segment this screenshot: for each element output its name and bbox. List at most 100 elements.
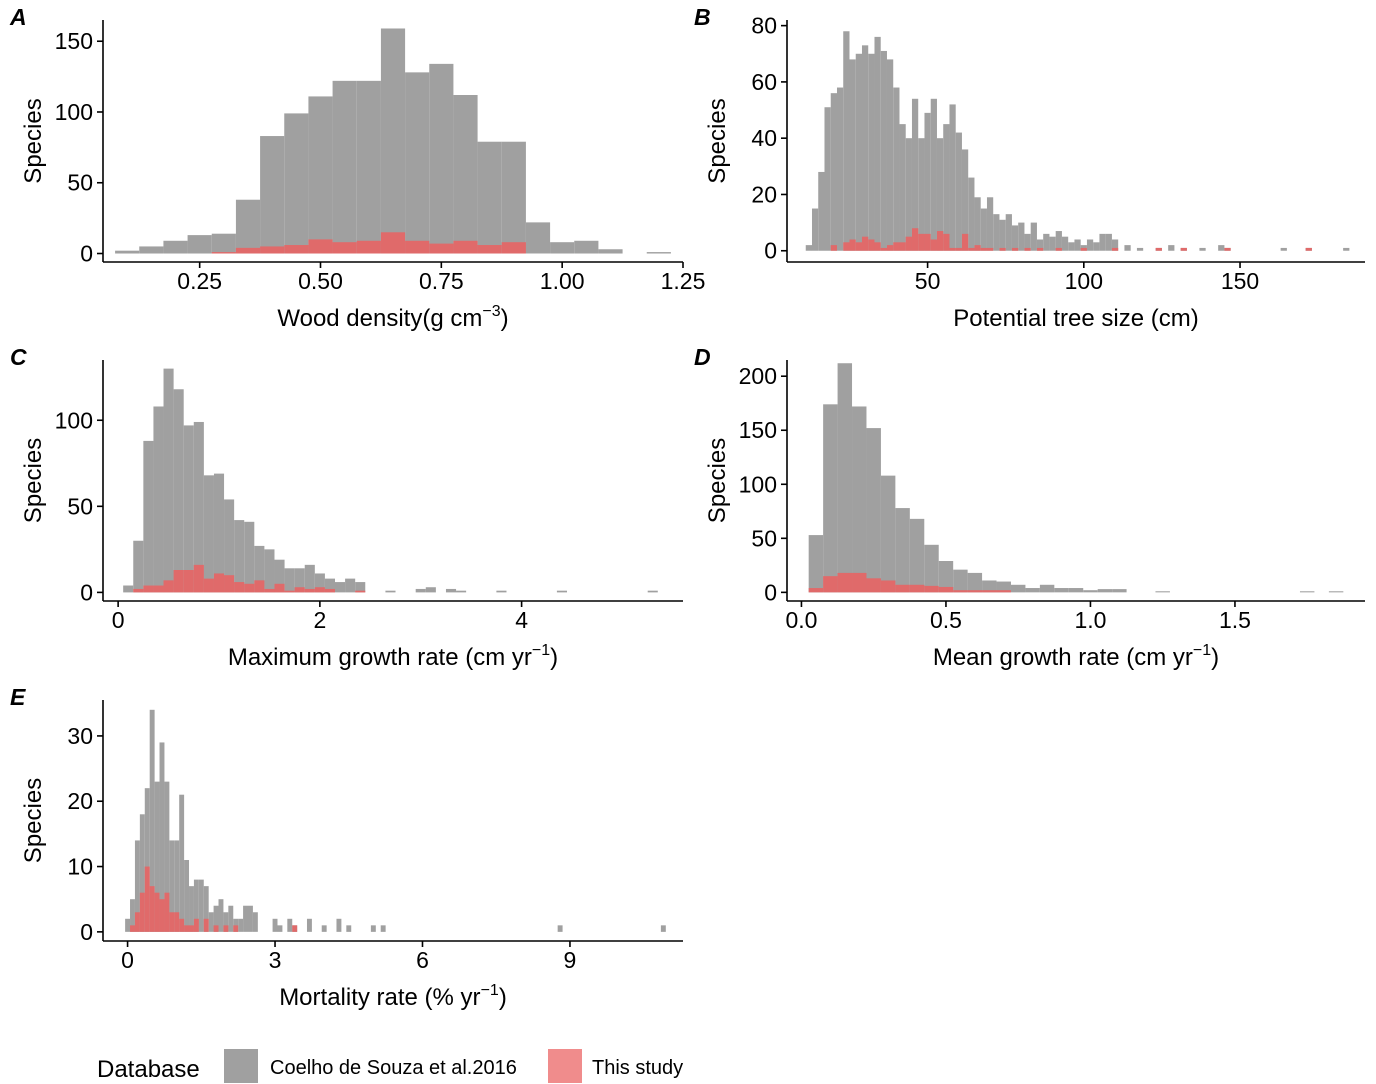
- reference-bar: [370, 925, 376, 932]
- study-bar: [223, 925, 229, 932]
- x-tick-label: 1.00: [540, 268, 585, 294]
- x-axis-title: Mortality rate (% yr−1): [279, 982, 507, 1011]
- study-bar: [843, 242, 850, 251]
- reference-bar: [996, 581, 1011, 593]
- study-bar: [996, 590, 1011, 593]
- study-bar: [1024, 247, 1031, 251]
- reference-bar: [1218, 245, 1225, 251]
- reference-bar: [174, 840, 180, 932]
- reference-bar: [1343, 247, 1350, 251]
- reference-bar: [198, 879, 204, 932]
- study-bar: [332, 242, 357, 254]
- y-tick-label: 0: [80, 919, 93, 945]
- reference-bar: [208, 912, 214, 932]
- y-tick-label: 40: [751, 125, 777, 151]
- study-bar: [380, 232, 406, 254]
- reference-bar: [235, 199, 261, 254]
- reference-bar: [346, 925, 352, 932]
- reference-bar: [218, 899, 224, 932]
- study-bar: [429, 243, 454, 254]
- x-tick-label: 0: [121, 947, 134, 973]
- reference-bar: [647, 590, 658, 593]
- legend-title: Database: [97, 1056, 200, 1083]
- reference-bar: [193, 879, 199, 932]
- x-axis-title: Maximum growth rate (cm yr−1): [228, 642, 558, 671]
- reference-bar: [836, 87, 844, 251]
- study-bar: [254, 580, 265, 593]
- study-bar: [911, 228, 919, 251]
- reference-bar: [179, 794, 185, 932]
- reference-bar: [1155, 591, 1170, 593]
- study-bar: [893, 242, 900, 251]
- reference-bar: [1199, 247, 1206, 251]
- reference-bar: [1093, 242, 1100, 251]
- reference-bar: [1030, 222, 1037, 251]
- reference-bar: [1105, 233, 1112, 251]
- reference-bar: [224, 499, 235, 593]
- reference-bar: [385, 590, 396, 593]
- panel-letter: C: [10, 344, 27, 370]
- panel-d: 0 50 100 150 200 0.0 0.5 1.0 1.5 Species Mean grow…: [694, 344, 1365, 671]
- y-axis-title: Species: [704, 98, 731, 183]
- study-bar: [968, 247, 975, 251]
- reference-bar: [149, 709, 155, 932]
- reference-bar: [336, 918, 342, 932]
- reference-bar: [272, 918, 278, 932]
- reference-bar: [223, 912, 229, 932]
- study-bar: [961, 233, 969, 251]
- study-bar: [143, 585, 154, 593]
- reference-bar: [936, 138, 944, 251]
- reference-bar: [355, 582, 366, 593]
- reference-bar: [1074, 239, 1081, 251]
- reference-bar: [1068, 588, 1084, 593]
- reference-bar: [811, 208, 819, 251]
- reference-bar: [335, 582, 346, 593]
- reference-bar: [134, 840, 140, 932]
- y-tick-label: 0: [80, 241, 93, 267]
- y-tick-label: 100: [55, 407, 93, 433]
- panel-a: 0 50 100 150 0.25 0.50 0.75 1.00 1.25 Species Wood…: [9, 4, 705, 332]
- reference-bar: [830, 93, 837, 251]
- x-axis-title: Wood density(g cm−3): [277, 303, 508, 332]
- study-bar: [233, 925, 239, 932]
- y-tick-label: 100: [55, 99, 93, 125]
- study-bar: [918, 233, 925, 251]
- reference-bar: [918, 138, 925, 251]
- reference-bar: [260, 136, 285, 254]
- study-bar: [213, 573, 225, 593]
- reference-bar: [999, 219, 1006, 251]
- y-tick-label: 100: [739, 471, 777, 497]
- study-bar: [355, 590, 366, 593]
- y-axis-title: Species: [20, 98, 47, 183]
- x-tick-label: 1.25: [661, 268, 706, 294]
- reference-bar: [274, 559, 285, 593]
- study-bar: [855, 242, 862, 251]
- study-bar: [1055, 247, 1062, 251]
- y-tick-label: 0: [764, 579, 777, 605]
- study-bar: [1111, 247, 1119, 251]
- study-bar: [154, 892, 160, 932]
- reference-bar: [1280, 247, 1287, 251]
- reference-bar: [880, 475, 896, 593]
- reference-bar: [1025, 588, 1040, 593]
- reference-bar: [961, 149, 969, 251]
- y-tick-label: 20: [67, 788, 93, 814]
- study-bar: [153, 585, 164, 593]
- study-bar: [974, 245, 981, 251]
- reference-bar: [1039, 584, 1055, 593]
- reference-bar: [861, 45, 869, 251]
- reference-bar: [938, 561, 954, 593]
- y-axis-title: Species: [20, 438, 47, 523]
- reference-bar: [153, 406, 164, 593]
- study-bar: [274, 583, 285, 593]
- x-tick-label: 100: [1065, 268, 1103, 294]
- reference-bar: [445, 588, 457, 593]
- study-bar: [179, 918, 185, 932]
- study-bar: [139, 892, 145, 932]
- study-bar: [1180, 247, 1187, 251]
- y-tick-label: 150: [55, 28, 93, 54]
- reference-bar: [380, 28, 406, 254]
- reference-bar: [837, 363, 853, 593]
- study-bar: [861, 236, 869, 251]
- reference-bar: [955, 132, 962, 251]
